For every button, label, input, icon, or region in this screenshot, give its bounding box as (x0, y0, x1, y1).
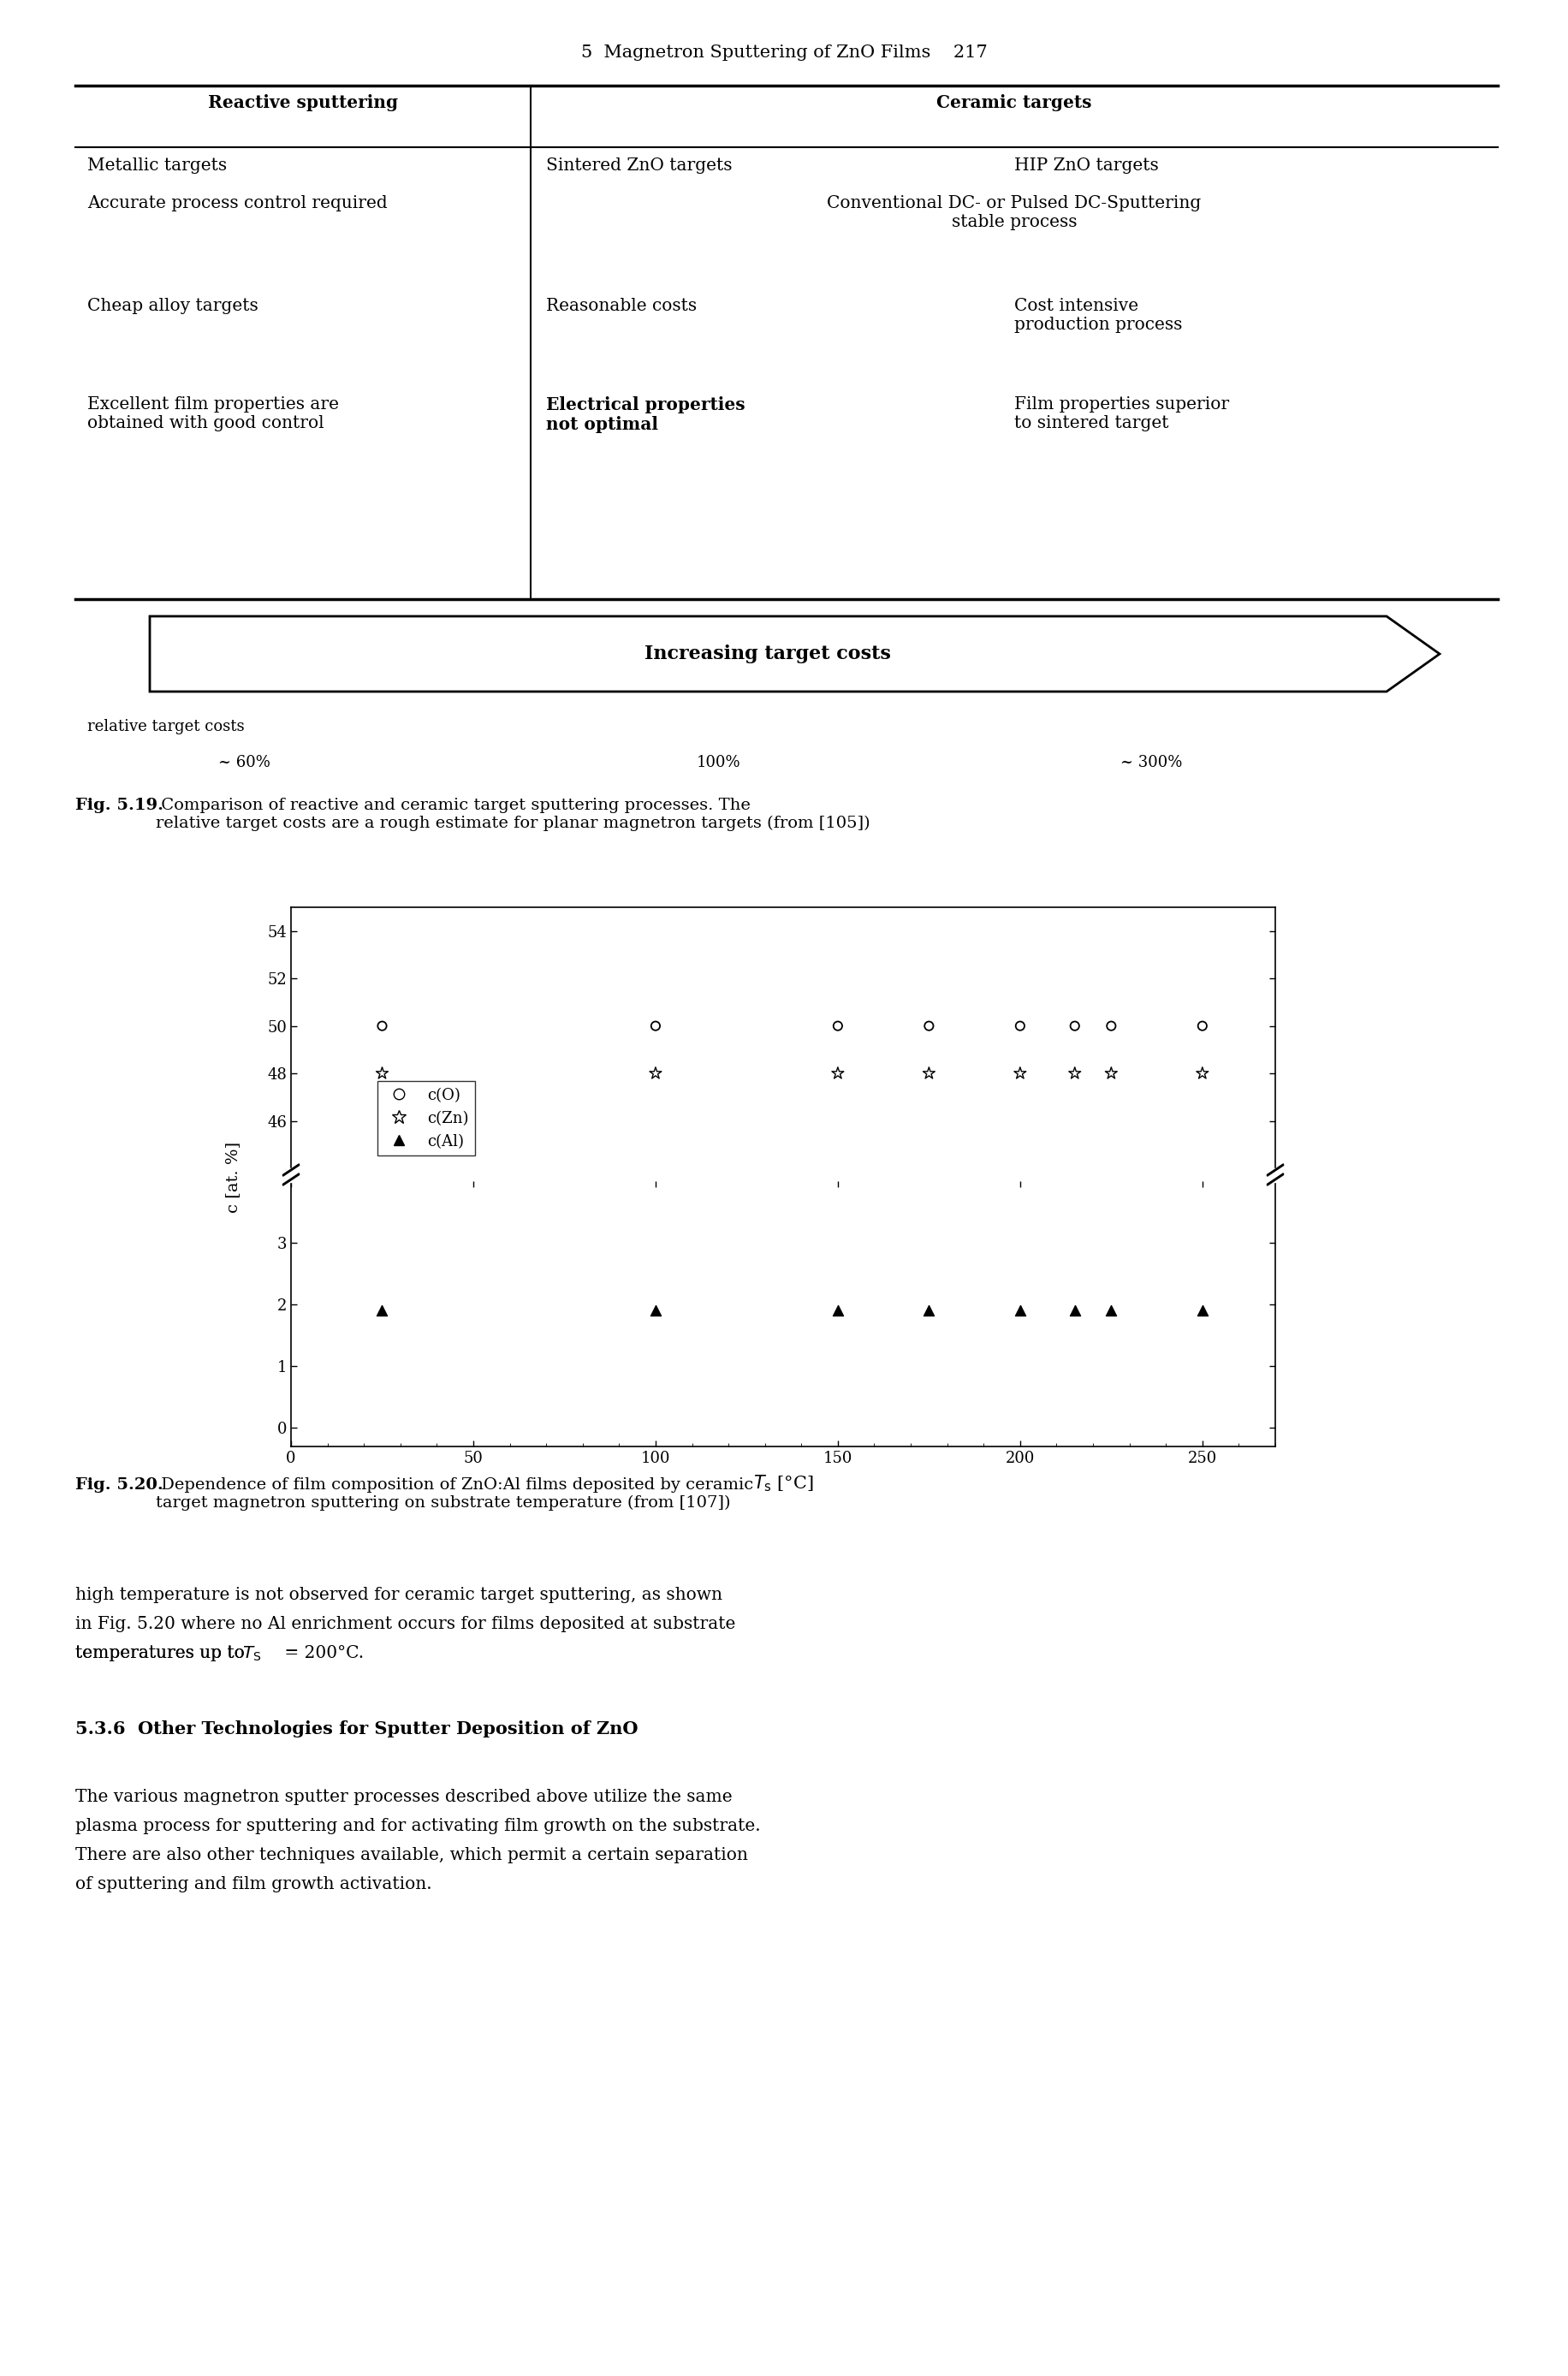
Text: in Fig. 5.20 where no Al enrichment occurs for films deposited at substrate: in Fig. 5.20 where no Al enrichment occu… (75, 1616, 735, 1632)
Text: 100%: 100% (696, 756, 742, 770)
Point (370, 1293, 395, 1331)
Text: high temperature is not observed for ceramic target sputtering, as shown: high temperature is not observed for cer… (75, 1587, 723, 1604)
Point (916, 1007, 941, 1045)
Text: relative target costs: relative target costs (88, 720, 245, 734)
Point (1099, 1293, 1124, 1331)
Point (1008, 2148, 1033, 2186)
Point (825, 1007, 850, 1045)
Point (825, 2148, 850, 2186)
Text: Ceramic targets: Ceramic targets (936, 95, 1091, 112)
Point (370, 1007, 395, 1045)
Text: The various magnetron sputter processes described above utilize the same: The various magnetron sputter processes … (75, 1789, 732, 1806)
Point (1062, 1007, 1087, 1045)
Point (825, 1055, 850, 1093)
Text: 5.3.6  Other Technologies for Sputter Deposition of ZnO: 5.3.6 Other Technologies for Sputter Dep… (75, 1720, 638, 1737)
Point (1099, 2148, 1124, 2186)
Text: plasma process for sputtering and for activating film growth on the substrate.: plasma process for sputtering and for ac… (75, 1818, 760, 1834)
Text: Reactive sputtering: Reactive sputtering (209, 95, 398, 112)
Text: Conventional DC- or Pulsed DC-Sputtering
stable process: Conventional DC- or Pulsed DC-Sputtering… (826, 195, 1201, 230)
Point (916, 2148, 941, 2186)
Point (643, 1007, 668, 1045)
Point (1008, 1055, 1033, 1093)
Text: Electrical properties
not optimal: Electrical properties not optimal (546, 397, 745, 432)
Legend: c(O), c(Zn), c(Al): c(O), c(Zn), c(Al) (378, 1081, 475, 1155)
Text: Reasonable costs: Reasonable costs (546, 297, 696, 314)
Text: Cost intensive
production process: Cost intensive production process (1014, 297, 1182, 333)
Point (1190, 1293, 1215, 1331)
Point (1190, 1055, 1215, 1093)
Point (643, 2148, 668, 2186)
Text: There are also other techniques available, which permit a certain separation: There are also other techniques availabl… (75, 1846, 748, 1863)
Text: HIP ZnO targets: HIP ZnO targets (1014, 157, 1159, 173)
Text: Increasing target costs: Increasing target costs (644, 644, 891, 663)
Text: c [at. %]: c [at. %] (226, 1140, 240, 1212)
Text: ~ 300%: ~ 300% (1120, 756, 1182, 770)
Text: Cheap alloy targets: Cheap alloy targets (88, 297, 259, 314)
Text: Excellent film properties are
obtained with good control: Excellent film properties are obtained w… (88, 397, 339, 432)
Point (1062, 2148, 1087, 2186)
Text: of sputtering and film growth activation.: of sputtering and film growth activation… (75, 1877, 431, 1891)
Point (1062, 1293, 1087, 1331)
Point (1008, 1007, 1033, 1045)
Point (1190, 1007, 1215, 1045)
Text: 5  Magnetron Sputtering of ZnO Films    217: 5 Magnetron Sputtering of ZnO Films 217 (580, 45, 988, 62)
Text: $T_{\rm S}$: $T_{\rm S}$ (241, 1644, 262, 1663)
Point (1190, 2148, 1215, 2186)
Text: Metallic targets: Metallic targets (88, 157, 227, 173)
Point (916, 1293, 941, 1331)
Text: Film properties superior
to sintered target: Film properties superior to sintered tar… (1014, 397, 1229, 432)
Text: Sintered ZnO targets: Sintered ZnO targets (546, 157, 732, 173)
Text: temperatures up to: temperatures up to (75, 1644, 249, 1661)
Text: temperatures up to: temperatures up to (75, 1644, 249, 1661)
Point (370, 1055, 395, 1093)
Text: = 200°C.: = 200°C. (279, 1644, 364, 1661)
Text: Accurate process control required: Accurate process control required (88, 195, 387, 211)
Point (1062, 1055, 1087, 1093)
Text: Dependence of film composition of ZnO:Al films deposited by ceramic
target magne: Dependence of film composition of ZnO:Al… (155, 1478, 753, 1511)
Text: Comparison of reactive and ceramic target sputtering processes. The
relative tar: Comparison of reactive and ceramic targe… (155, 798, 870, 832)
Point (1099, 1055, 1124, 1093)
Point (370, 2148, 395, 2186)
Text: Fig. 5.19.: Fig. 5.19. (75, 798, 163, 813)
Point (1099, 1007, 1124, 1045)
Point (1008, 1293, 1033, 1331)
X-axis label: $T_{\rm s}$ [°C]: $T_{\rm s}$ [°C] (753, 1473, 814, 1495)
Text: ~ 60%: ~ 60% (218, 756, 270, 770)
Point (643, 1055, 668, 1093)
Point (825, 1293, 850, 1331)
Point (643, 1293, 668, 1331)
Point (916, 1055, 941, 1093)
Text: Fig. 5.20.: Fig. 5.20. (75, 1478, 163, 1492)
